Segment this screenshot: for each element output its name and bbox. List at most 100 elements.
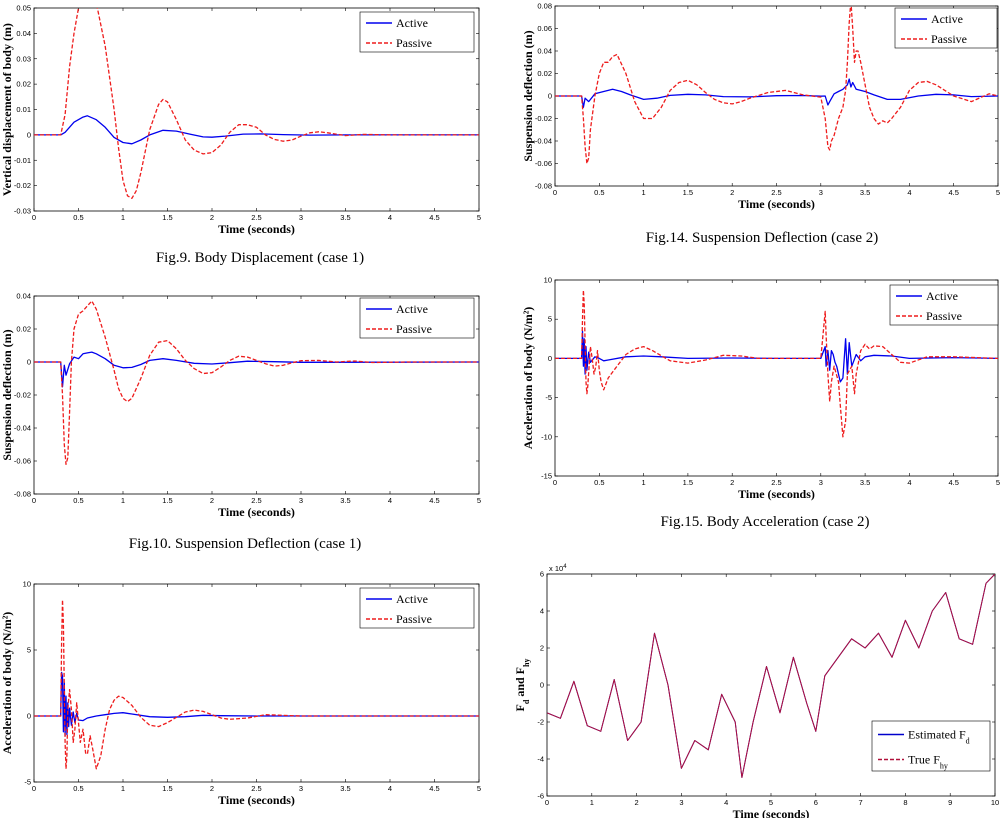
fig9-xtick-label: 3.5 <box>340 213 350 222</box>
fig10-xtick-label: 0 <box>32 496 36 505</box>
fig15-xlabel: Time (seconds) <box>738 487 815 501</box>
fig16-legend-label-main: True F <box>908 753 940 767</box>
fig9-xlabel: Time (seconds) <box>218 222 295 236</box>
fig9-xtick-label: 0 <box>32 213 36 222</box>
fig14-xtick-label: 0 <box>553 188 557 197</box>
fig15-legend-label: Active <box>926 289 958 303</box>
fig16-multiplier-exp: 4 <box>563 564 567 570</box>
fig10-legend-box <box>359 297 475 339</box>
caption-fig15: Fig.15. Body Acceleration (case 2) <box>660 514 870 530</box>
fig10-xlabel: Time (seconds) <box>218 505 295 519</box>
fig16-multiplier-base: x 10 <box>549 564 563 573</box>
fig15-xtick-label: 4.5 <box>948 478 958 487</box>
fig15-xtick-label: 2 <box>730 478 734 487</box>
fig16-xtick-label: 10 <box>991 798 999 807</box>
fig11-ytick-label: 0 <box>27 712 31 721</box>
fig14-legend-box <box>894 7 998 49</box>
fig11-xtick-label: 0 <box>32 784 36 793</box>
fig16-xtick-label: 4 <box>724 798 728 807</box>
fig10-xtick-label: 2 <box>210 496 214 505</box>
fig11-xtick-label: 1 <box>121 784 125 793</box>
fig16-ytick-label: -2 <box>537 718 544 727</box>
fig10-xtick-label: 0.5 <box>73 496 83 505</box>
fig14-ytick-label: -0.08 <box>535 182 552 191</box>
fig9-ytick-label: 0.03 <box>16 54 31 63</box>
fig9-ytick-label: 0.05 <box>16 4 31 13</box>
fig10-series-b-line <box>34 300 479 465</box>
fig10-xtick-label: 1.5 <box>162 496 172 505</box>
fig11-xtick-label: 2 <box>210 784 214 793</box>
fig16-ytick-label: 6 <box>540 570 544 579</box>
fig16-ytick-label: -6 <box>537 792 544 801</box>
fig10-ytick-label: -0.08 <box>14 490 31 499</box>
fig16-ytick-label: 4 <box>540 607 544 616</box>
fig15-ytick-label: -15 <box>541 472 552 481</box>
fig11-ytick-label: 5 <box>27 646 31 655</box>
fig9-xtick-label: 2 <box>210 213 214 222</box>
fig15-legend-label: Passive <box>926 309 962 323</box>
fig16-xtick-label: 7 <box>859 798 863 807</box>
fig11-series-b-line <box>34 599 479 770</box>
fig15-xtick-label: 4 <box>907 478 911 487</box>
fig10-ytick-label: -0.04 <box>14 424 31 433</box>
fig15-xtick-label: 5 <box>996 478 1000 487</box>
fig10-xtick-label: 2.5 <box>251 496 261 505</box>
fig15-ytick-label: -10 <box>541 432 552 441</box>
fig14-xtick-label: 2.5 <box>771 188 781 197</box>
fig10-xtick-label: 1 <box>121 496 125 505</box>
fig16-legend-label-main: Estimated F <box>908 728 966 742</box>
fig9-legend-label: Passive <box>396 36 432 50</box>
fig11-legend-label: Passive <box>396 612 432 626</box>
chart-fig16: 0 1 2 3 4 5 6 7 8 9 10 6 4 2 0 -2 -4 -6 Time (seconds) Fd a… <box>510 560 1005 818</box>
caption-fig14: Fig.14. Suspension Deflection (case 2) <box>645 230 879 246</box>
fig9-series-b-line <box>34 8 479 199</box>
chart-fig14-svg: 0 0.5 1 1.5 2 2.5 3 3.5 4 4.5 50.080.060.040.020-0… <box>521 2 1000 212</box>
fig10-ylabel: Suspension deflection (m) <box>0 329 14 460</box>
fig14-xtick-label: 0.5 <box>594 188 604 197</box>
fig16-legend-label: True Fhy <box>908 753 948 771</box>
fig10-ytick-label: 0.04 <box>16 292 31 301</box>
fig15-xtick-label: 0.5 <box>594 478 604 487</box>
fig14-ytick-label: -0.04 <box>535 137 552 146</box>
fig10-ytick-label: -0.02 <box>14 391 31 400</box>
fig16-xlabel: Time (seconds) <box>733 807 810 818</box>
fig16-legend-label: Estimated Fd <box>908 728 970 746</box>
fig10-xtick-label: 4.5 <box>429 496 439 505</box>
fig11-xtick-label: 4.5 <box>429 784 439 793</box>
fig9-legend-box <box>359 11 475 53</box>
fig15-legend-box <box>889 284 999 326</box>
fig16-ylabel: Fd and Fhy <box>513 659 531 712</box>
fig9-ytick-label: 0 <box>27 130 31 139</box>
fig9-ytick-label: 0.04 <box>16 29 31 38</box>
fig11-xtick-label: 4 <box>388 784 392 793</box>
fig15-ytick-label: 10 <box>544 276 552 285</box>
fig14-xtick-label: 5 <box>996 188 1000 197</box>
chart-fig11: 0 0.5 1 1.5 2 2.5 3 3.5 4 4.5 5 10 5 0 -5 Time (seconds… <box>0 576 490 816</box>
chart-fig9-svg: 0 0.5 1 1.5 2 2.5 3 3.5 4 4.5 5 0.05 0.04 0.03 0.02 0.0… <box>0 4 481 237</box>
fig14-series-a-line <box>555 78 998 108</box>
fig15-series-b-line <box>555 289 998 438</box>
chart-fig15-svg: 0 0.5 1 1.5 2 2.5 3 3.5 4 4.5 5 10 5 0 -5 -10 -15 Time (s… <box>521 276 1000 502</box>
fig11-xtick-label: 5 <box>477 784 481 793</box>
fig14-ytick-label: 0.04 <box>537 47 552 56</box>
fig11-legend-label: Active <box>396 592 428 606</box>
caption-fig9: Fig.9. Body Displacement (case 1) <box>155 250 365 266</box>
fig9-ytick-label: -0.03 <box>14 207 31 216</box>
fig9-ylabel: Vertical displacement of body (m) <box>0 23 14 196</box>
fig10-xtick-label: 4 <box>388 496 392 505</box>
fig9-ytick-label: -0.01 <box>14 156 31 165</box>
fig14-xtick-label: 2 <box>730 188 734 197</box>
fig11-ylabel: Acceleration of body (N/m²) <box>0 612 14 755</box>
fig14-ytick-label: -0.02 <box>535 114 552 123</box>
fig14-ytick-label: 0.08 <box>537 2 552 11</box>
fig16-xtick-label: 5 <box>769 798 773 807</box>
chart-fig10-svg: 0 0.5 1 1.5 2 2.5 3 3.5 4 4.5 5 0.04 0.02 0 -0.02 -0.04… <box>0 292 481 520</box>
fig16-ytick-label: -4 <box>537 755 544 764</box>
fig16-xtick-label: 1 <box>590 798 594 807</box>
fig9-xtick-label: 1.5 <box>162 213 172 222</box>
fig16-xtick-label: 8 <box>903 798 907 807</box>
fig10-xtick-label: 3 <box>299 496 303 505</box>
fig11-ytick-label: -5 <box>24 778 31 787</box>
fig16-legend-box <box>871 720 991 772</box>
